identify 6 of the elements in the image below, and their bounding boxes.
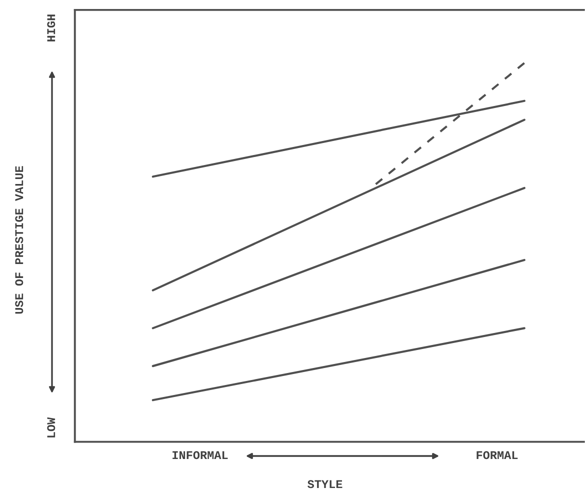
text: FORMAL	[476, 451, 518, 460]
text: INFORMAL	[172, 451, 228, 460]
text: LOW	[47, 417, 56, 438]
text: HIGH	[47, 14, 56, 42]
x-axis-title: STYLE	[308, 480, 342, 488]
y-axis-title: USE OF PRESTIGE VALUE	[15, 166, 24, 314]
